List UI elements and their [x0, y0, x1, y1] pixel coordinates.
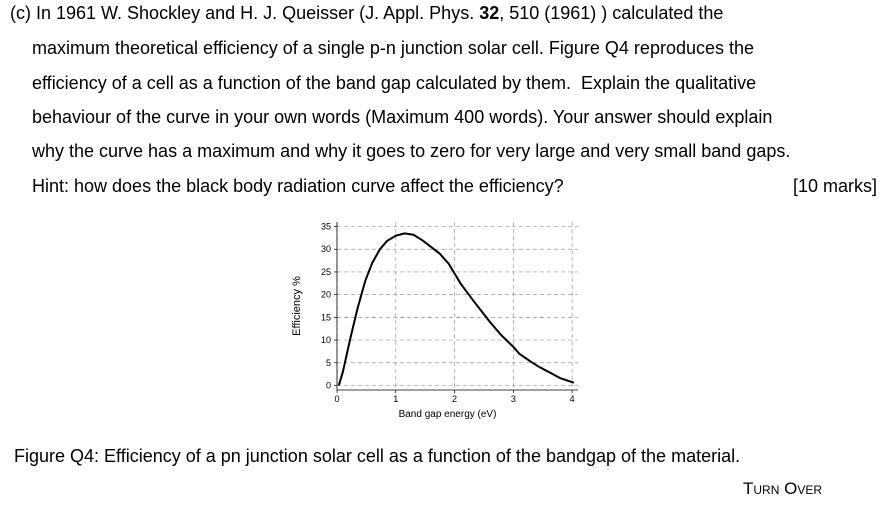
question-line: efficiency of a cell as a function of th…: [32, 73, 756, 93]
question-line: why the curve has a maximum and why it g…: [31, 141, 790, 161]
y-tick-label: 5: [326, 358, 331, 368]
y-tick-label: 15: [321, 312, 331, 322]
x-tick-label: 3: [511, 394, 516, 404]
curve: [337, 232, 575, 386]
x-axis-label: Band gap energy (eV): [399, 409, 497, 420]
volume: 32: [479, 3, 499, 23]
y-tick-label: 0: [326, 380, 331, 390]
x-tick-label: 2: [452, 394, 457, 404]
footer: Turn Over: [743, 479, 822, 498]
text: (c) In 1961 W. Shockley and H. J. Queiss…: [10, 3, 479, 23]
question-line: (c) In 1961 W. Shockley and H. J. Queiss…: [10, 3, 723, 23]
question-line: Hint: how does the black body radiation …: [32, 176, 564, 196]
question-line: behaviour of the curve in your own words…: [32, 107, 772, 127]
y-axis-label: Efficiency %: [291, 276, 303, 336]
y-tick-label: 20: [321, 290, 331, 300]
chart: 0 5 10 15 20 25 30 35 0 1 2 3 4 Band gap energy (eV) E…: [291, 222, 578, 420]
x-tick-label: 4: [570, 394, 575, 404]
y-tick-label: 30: [321, 244, 331, 254]
y-tick-label: 35: [321, 222, 331, 232]
text: , 510 (1961) ) calculated the: [499, 3, 723, 23]
y-tick-label: 10: [321, 335, 331, 345]
marks: [10 marks]: [793, 176, 877, 196]
caption: Figure Q4: Efficiency of a pn junction s…: [14, 446, 740, 466]
x-tick-label: 0: [334, 394, 339, 404]
question-line: maximum theoretical efficiency of a sing…: [32, 38, 754, 58]
x-tick-label: 1: [393, 394, 398, 404]
y-tick-label: 25: [321, 267, 331, 277]
